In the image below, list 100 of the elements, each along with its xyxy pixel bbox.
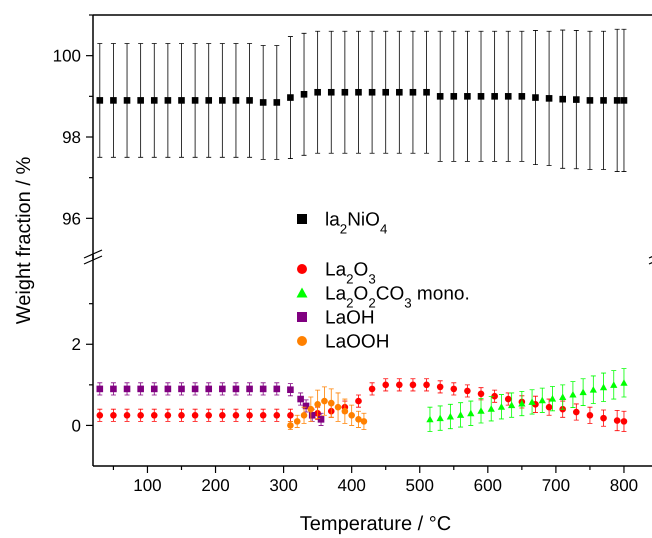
point (360, 418, 368, 425)
point (124, 97, 130, 104)
point (464, 388, 471, 394)
point (219, 97, 226, 104)
point (586, 97, 594, 104)
point (110, 412, 117, 419)
point (368, 386, 376, 392)
point (436, 414, 444, 422)
point (586, 412, 594, 419)
point (246, 386, 253, 392)
point (600, 97, 607, 104)
point (273, 99, 280, 106)
point (314, 401, 321, 408)
point (368, 88, 376, 96)
y-tick-label: 100 (52, 46, 81, 66)
point (464, 93, 471, 100)
point (532, 94, 539, 101)
point (308, 406, 314, 412)
point (287, 94, 294, 101)
point (192, 386, 198, 392)
x-tick-label: 700 (542, 476, 570, 495)
point (314, 88, 321, 96)
point (491, 392, 498, 400)
point (498, 403, 506, 410)
point (192, 412, 198, 419)
point (342, 408, 348, 415)
point (334, 404, 342, 410)
y-tick-label: 96 (62, 209, 81, 228)
point (436, 93, 444, 100)
point (538, 396, 546, 404)
x-tick-label: 300 (269, 476, 298, 495)
point (355, 416, 362, 423)
point (410, 382, 416, 388)
point (610, 381, 618, 388)
point (124, 412, 130, 419)
point (205, 412, 212, 419)
x-tick-label: 600 (474, 476, 502, 495)
point (573, 96, 580, 103)
point (287, 412, 294, 419)
point (518, 93, 526, 100)
point (300, 412, 308, 419)
point (355, 398, 362, 404)
point (297, 396, 304, 402)
point (620, 97, 628, 104)
point (260, 386, 266, 392)
point (178, 386, 185, 392)
point (260, 99, 266, 106)
point (488, 405, 495, 412)
legend-label: La$_{2}$O$_{3}$ (325, 260, 376, 286)
point (96, 412, 104, 419)
point (423, 88, 430, 96)
point (508, 402, 516, 408)
point (96, 386, 104, 392)
x-tick-label: 200 (201, 476, 230, 495)
point (205, 97, 212, 104)
y-axis-title: Weight fraction / % (13, 156, 35, 324)
x-tick-label: 500 (406, 476, 434, 495)
point (294, 418, 301, 425)
point (467, 410, 474, 416)
point (246, 97, 253, 104)
point (96, 97, 104, 104)
legend-label: LaOH (325, 308, 375, 329)
point (300, 91, 308, 98)
point (600, 384, 608, 390)
point (504, 93, 512, 100)
point (124, 386, 130, 392)
point (546, 95, 552, 102)
point (273, 412, 280, 419)
point (192, 97, 198, 104)
point (178, 97, 185, 104)
point (600, 414, 607, 422)
point (559, 96, 566, 102)
point (478, 93, 484, 100)
point (150, 97, 158, 104)
point (219, 386, 226, 392)
point (273, 386, 280, 392)
x-tick-label: 100 (133, 476, 162, 495)
point (150, 412, 158, 419)
point (232, 412, 240, 419)
point (110, 97, 117, 104)
x-tick-label: 800 (610, 476, 638, 495)
point (150, 386, 158, 392)
point (477, 407, 485, 414)
point (546, 404, 552, 410)
point (246, 412, 253, 419)
x-axis-title: Temperature / °C (300, 513, 452, 535)
point (559, 393, 566, 400)
point (410, 88, 416, 96)
point (456, 411, 464, 418)
point (110, 386, 117, 392)
point (590, 386, 597, 393)
point (348, 412, 355, 419)
point (620, 418, 628, 425)
x-tick-label: 400 (337, 476, 366, 495)
point (328, 88, 335, 96)
point (178, 412, 185, 419)
point (232, 386, 240, 392)
point (478, 390, 484, 398)
point (205, 386, 212, 392)
point (321, 398, 328, 404)
